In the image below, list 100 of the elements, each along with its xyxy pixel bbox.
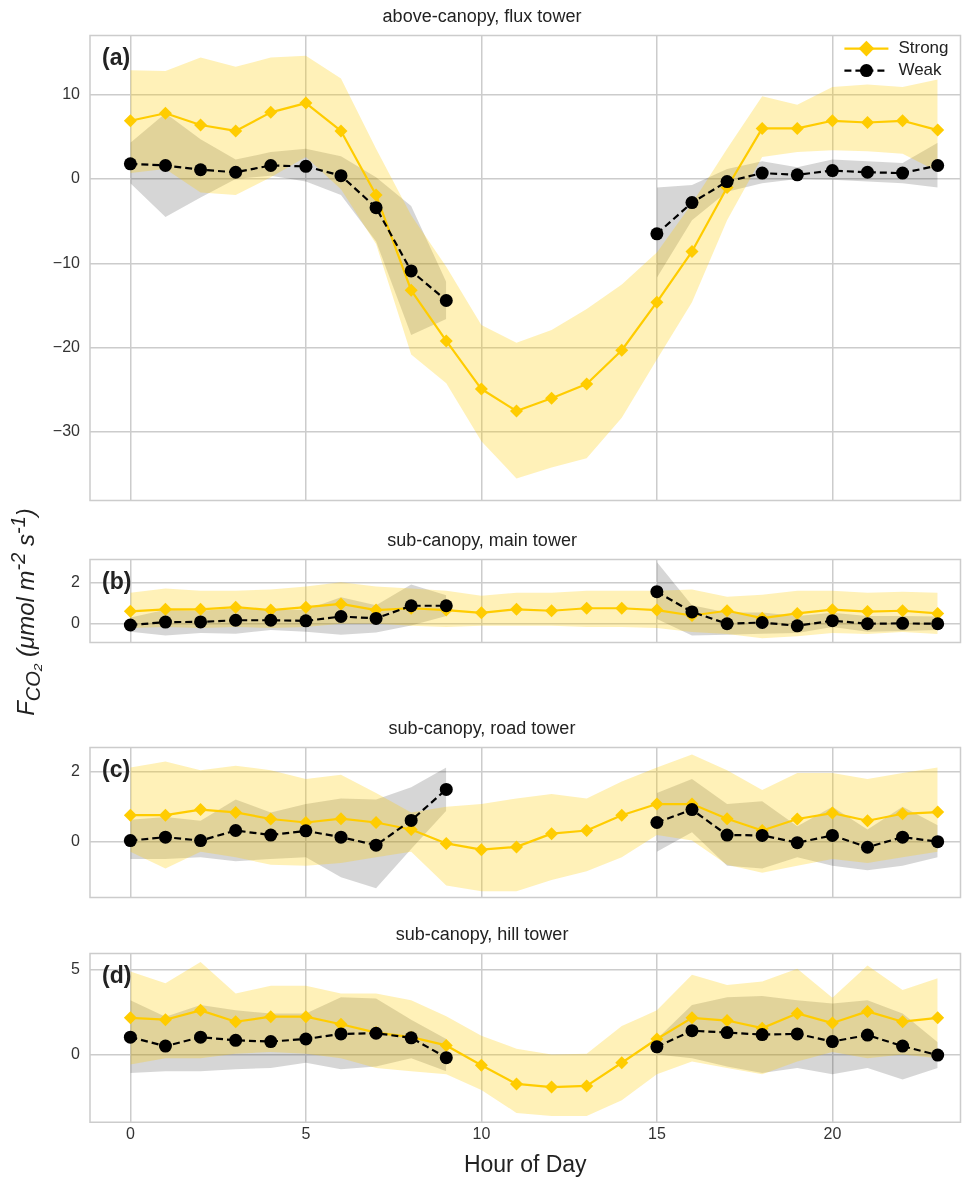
point xyxy=(755,121,769,135)
point xyxy=(229,600,243,614)
point xyxy=(194,803,208,817)
point xyxy=(580,601,594,615)
point xyxy=(404,283,418,297)
point xyxy=(896,807,910,821)
point xyxy=(299,1010,313,1024)
point xyxy=(931,159,945,173)
point xyxy=(229,165,243,179)
point xyxy=(545,391,559,405)
y-tick-label: −20 xyxy=(52,338,81,356)
point xyxy=(825,114,839,128)
point xyxy=(790,121,804,135)
point xyxy=(369,201,383,215)
annotation: (a) xyxy=(102,44,131,71)
point xyxy=(825,603,839,617)
point xyxy=(545,827,559,841)
y-tick-label: −10 xyxy=(52,253,81,271)
point xyxy=(123,618,137,632)
point xyxy=(860,1028,874,1042)
point xyxy=(264,613,278,627)
point xyxy=(615,1056,629,1070)
point xyxy=(474,606,488,620)
point xyxy=(299,614,313,628)
chart-title: sub-canopy, main tower xyxy=(387,529,577,550)
point xyxy=(860,617,874,631)
point xyxy=(720,828,734,842)
chart-title: above-canopy, flux tower xyxy=(382,5,582,26)
point xyxy=(158,808,172,822)
point xyxy=(474,382,488,396)
point xyxy=(615,343,629,357)
y-tick-label: 10 xyxy=(62,85,81,103)
point xyxy=(650,603,664,617)
point xyxy=(720,1014,734,1028)
point xyxy=(685,1011,699,1025)
point xyxy=(790,606,804,620)
point xyxy=(755,828,769,842)
point xyxy=(580,1079,594,1093)
point xyxy=(825,614,839,628)
point xyxy=(123,1030,137,1044)
point xyxy=(264,812,278,826)
point xyxy=(439,1051,453,1065)
chart-title: sub-canopy, hill tower xyxy=(395,923,569,944)
annotation: (d) xyxy=(102,962,132,989)
point xyxy=(264,1010,278,1024)
y-tick-label: 2 xyxy=(71,762,81,780)
legend-label: Weak xyxy=(898,60,943,80)
point xyxy=(720,1026,734,1040)
y-tick-label: 0 xyxy=(71,169,81,187)
point xyxy=(369,188,383,202)
point xyxy=(439,334,453,348)
point xyxy=(615,808,629,822)
chart-title: sub-canopy, road tower xyxy=(388,717,576,738)
point xyxy=(229,613,243,627)
point xyxy=(299,824,313,838)
point xyxy=(158,106,172,120)
annotation: (c) xyxy=(102,756,131,783)
point xyxy=(896,166,910,180)
point xyxy=(650,797,664,811)
point xyxy=(264,105,278,119)
point xyxy=(194,118,208,132)
point xyxy=(158,159,172,173)
point xyxy=(123,604,137,618)
point xyxy=(123,834,137,848)
point xyxy=(334,830,348,844)
point xyxy=(931,123,945,137)
point xyxy=(123,114,137,128)
point xyxy=(720,604,734,618)
x-tick-label: 0 xyxy=(125,1125,135,1143)
point xyxy=(439,599,453,613)
point xyxy=(229,124,243,138)
point xyxy=(580,377,594,391)
point xyxy=(615,601,629,615)
point xyxy=(439,1038,453,1052)
point xyxy=(369,838,383,852)
point xyxy=(334,812,348,826)
point xyxy=(931,805,945,819)
x-tick-label: 15 xyxy=(647,1125,666,1143)
point xyxy=(158,1013,172,1027)
point xyxy=(825,806,839,820)
y-tick-label: 0 xyxy=(71,1044,81,1062)
point xyxy=(860,165,874,179)
point xyxy=(580,824,594,838)
point xyxy=(650,816,664,829)
point xyxy=(545,604,559,618)
point xyxy=(755,1028,769,1042)
point xyxy=(264,1035,278,1049)
point xyxy=(825,164,839,178)
point xyxy=(650,585,664,599)
point xyxy=(790,812,804,826)
point xyxy=(474,843,488,857)
point xyxy=(825,1035,839,1049)
y-tick-label: 0 xyxy=(71,614,81,632)
point xyxy=(264,159,278,173)
x-axis-title: Hour of Day xyxy=(463,1150,588,1177)
point xyxy=(860,605,874,619)
annotation: (b) xyxy=(102,568,132,595)
point xyxy=(334,610,348,624)
point xyxy=(194,1003,208,1017)
point xyxy=(334,169,348,183)
